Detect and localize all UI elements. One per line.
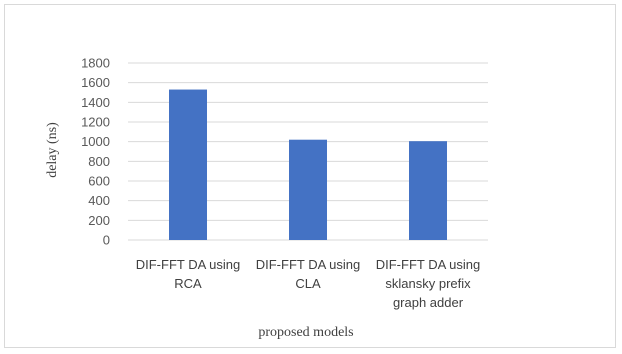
x-axis-title: proposed models — [258, 325, 353, 340]
x-category-label: DIF-FFT DA using RCA — [136, 257, 241, 291]
bars — [169, 89, 447, 240]
x-category-label: DIF-FFT DA using sklansky prefix graph add… — [376, 257, 481, 310]
y-tick-label: 1600 — [81, 75, 110, 90]
y-tick-label: 800 — [88, 154, 110, 169]
x-category-label-line: graph adder — [393, 295, 464, 310]
bar-1 — [169, 89, 207, 240]
y-tick-labels: 0 200 400 600 800 1000 1200 1400 1600 1800 — [81, 56, 110, 248]
bar-3 — [409, 141, 447, 240]
x-category-label-line: sklansky prefix — [385, 276, 471, 291]
x-category-label-line: CLA — [295, 276, 321, 291]
y-tick-label: 1400 — [81, 95, 110, 110]
x-category-label-line: RCA — [174, 276, 202, 291]
x-category-label: DIF-FFT DA using CLA — [256, 257, 361, 291]
x-category-label-line: DIF-FFT DA using — [376, 257, 481, 272]
y-tick-label: 400 — [88, 193, 110, 208]
y-tick-label: 1000 — [81, 134, 110, 149]
x-category-label-line: DIF-FFT DA using — [136, 257, 241, 272]
y-tick-label: 1800 — [81, 56, 110, 71]
bar-2 — [289, 139, 327, 240]
y-tick-label: 600 — [88, 174, 110, 189]
y-tick-label: 0 — [103, 233, 110, 248]
y-tick-label: 1200 — [81, 115, 110, 130]
y-axis-title: delay (ns) — [45, 122, 60, 178]
x-category-label-line: DIF-FFT DA using — [256, 257, 361, 272]
y-tick-label: 200 — [88, 213, 110, 228]
